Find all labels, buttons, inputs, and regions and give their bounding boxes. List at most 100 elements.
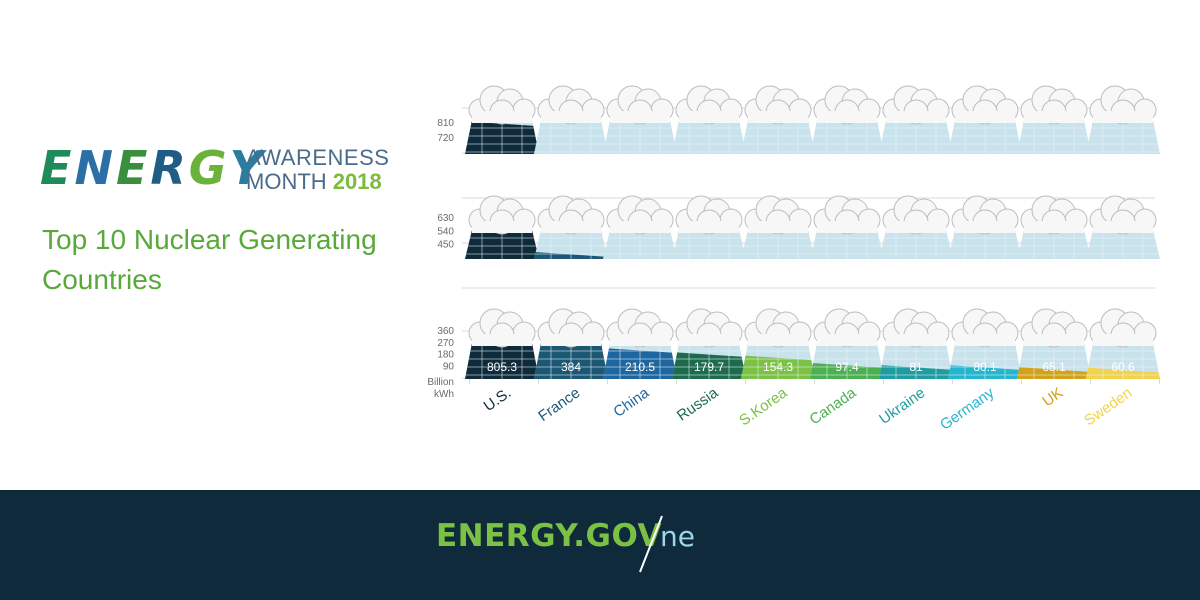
cloud-base	[472, 334, 532, 346]
steam-cloud-icon	[1020, 195, 1088, 235]
tower-grid	[1086, 343, 1160, 379]
steam-cloud-icon	[537, 308, 605, 348]
cloud-base	[886, 334, 946, 346]
tower-grid	[465, 120, 539, 154]
steam-cloud-icon	[1089, 85, 1157, 125]
tower-grid	[465, 343, 539, 379]
cloud-base	[748, 221, 808, 233]
y-tick-label: 180	[437, 350, 454, 361]
bar-value-label: 179.7	[694, 360, 724, 374]
tower-grid	[603, 343, 677, 379]
tower-grid	[672, 343, 746, 379]
steam-cloud-icon	[675, 308, 743, 348]
tower-grid	[741, 230, 815, 259]
cloud-base	[817, 221, 877, 233]
bar-value-label: 210.5	[625, 360, 655, 374]
steam-cloud-icon	[468, 195, 536, 235]
x-category-label: UK	[1039, 384, 1066, 410]
x-category-label: China	[610, 384, 652, 421]
steam-cloud-icon	[537, 195, 605, 235]
tower-grid	[603, 230, 677, 259]
tower-grid	[879, 343, 953, 379]
tower-grid	[1086, 230, 1160, 259]
cloud-base	[610, 334, 670, 346]
cloud-base	[610, 221, 670, 233]
tower-grid	[1017, 230, 1091, 259]
steam-cloud-icon	[1020, 85, 1088, 125]
y-tick-label: 90	[443, 361, 455, 372]
bar-value-label: 81	[909, 360, 923, 374]
steam-cloud-icon	[744, 85, 812, 125]
y-tick-label: 540	[437, 226, 454, 237]
steam-cloud-icon	[813, 195, 881, 235]
cloud-base	[1093, 111, 1153, 123]
bar-value-label: 384	[561, 360, 581, 374]
cloud-base	[886, 221, 946, 233]
tower-grid	[810, 343, 884, 379]
tower-grid	[741, 343, 815, 379]
steam-cloud-icon	[606, 195, 674, 235]
cloud-base	[1024, 334, 1084, 346]
cloud-base	[748, 334, 808, 346]
logo-letter: G	[188, 141, 230, 195]
steam-cloud-icon	[882, 195, 950, 235]
logo-year: 2018	[332, 169, 382, 194]
steam-cloud-icon	[951, 308, 1019, 348]
steam-cloud-icon	[537, 85, 605, 125]
y-tick-label: 450	[437, 240, 454, 251]
tower-grid	[1017, 120, 1091, 154]
tower-grid	[465, 230, 539, 259]
logo-month-line: MONTH 2018	[246, 170, 382, 194]
y-axis-unit-line: Billion	[427, 377, 454, 388]
x-category-label: Canada	[806, 384, 859, 428]
cloud-base	[817, 334, 877, 346]
cloud-base	[541, 221, 601, 233]
cloud-base	[1093, 334, 1153, 346]
cloud-base	[541, 111, 601, 123]
tower-grid	[603, 120, 677, 154]
bar-value-label: 97.4	[835, 360, 859, 374]
tower-grid	[810, 230, 884, 259]
y-tick-label: 630	[437, 213, 454, 224]
cloud-base	[955, 334, 1015, 346]
steam-cloud-icon	[813, 308, 881, 348]
cloud-base	[679, 111, 739, 123]
x-category-label: Ukraine	[876, 384, 928, 428]
steam-cloud-icon	[468, 85, 536, 125]
steam-cloud-icon	[468, 308, 536, 348]
bar-value-label: 65.1	[1042, 360, 1066, 374]
x-axis-labels: U.S. France China Russia S.Korea Canada Ukrain…	[481, 384, 1136, 434]
bar-value-label: 154.3	[763, 360, 793, 374]
steam-cloud-icon	[951, 195, 1019, 235]
logo-letter: N	[74, 141, 116, 195]
energy-logo-word: ENERGY	[40, 140, 266, 196]
steam-cloud-icon	[813, 85, 881, 125]
cloud-base	[817, 111, 877, 123]
y-tick-label: 270	[437, 338, 454, 349]
x-category-label: S.Korea	[736, 384, 791, 429]
steam-cloud-icon	[744, 308, 812, 348]
bar-value-label: 805.3	[487, 360, 517, 374]
y-tick-label: 810	[437, 118, 454, 129]
y-tick-label: 720	[437, 133, 454, 144]
x-category-label: U.S.	[481, 384, 515, 415]
logo-month: MONTH	[246, 169, 327, 194]
cloud-base	[541, 334, 601, 346]
footer-slash-icon	[639, 515, 663, 573]
footer-brand[interactable]: ENERGY.GOV	[436, 518, 662, 554]
logo-awareness: AWARENESS	[246, 145, 390, 170]
tower-grid	[948, 343, 1022, 379]
cloud-base	[472, 221, 532, 233]
steam-cloud-icon	[606, 308, 674, 348]
steam-cloud-icon	[882, 308, 950, 348]
cloud-base	[955, 111, 1015, 123]
steam-cloud-icon	[951, 85, 1019, 125]
footer-bar: ENERGY.GOV ne	[0, 490, 1200, 600]
cloud-base	[748, 111, 808, 123]
steam-cloud-icon	[1089, 308, 1157, 348]
logo-letter: E	[40, 141, 75, 195]
logo-letter: R	[150, 141, 189, 195]
tower-grid	[879, 120, 953, 154]
tower-grid	[810, 120, 884, 154]
x-category-label: Russia	[674, 384, 722, 425]
